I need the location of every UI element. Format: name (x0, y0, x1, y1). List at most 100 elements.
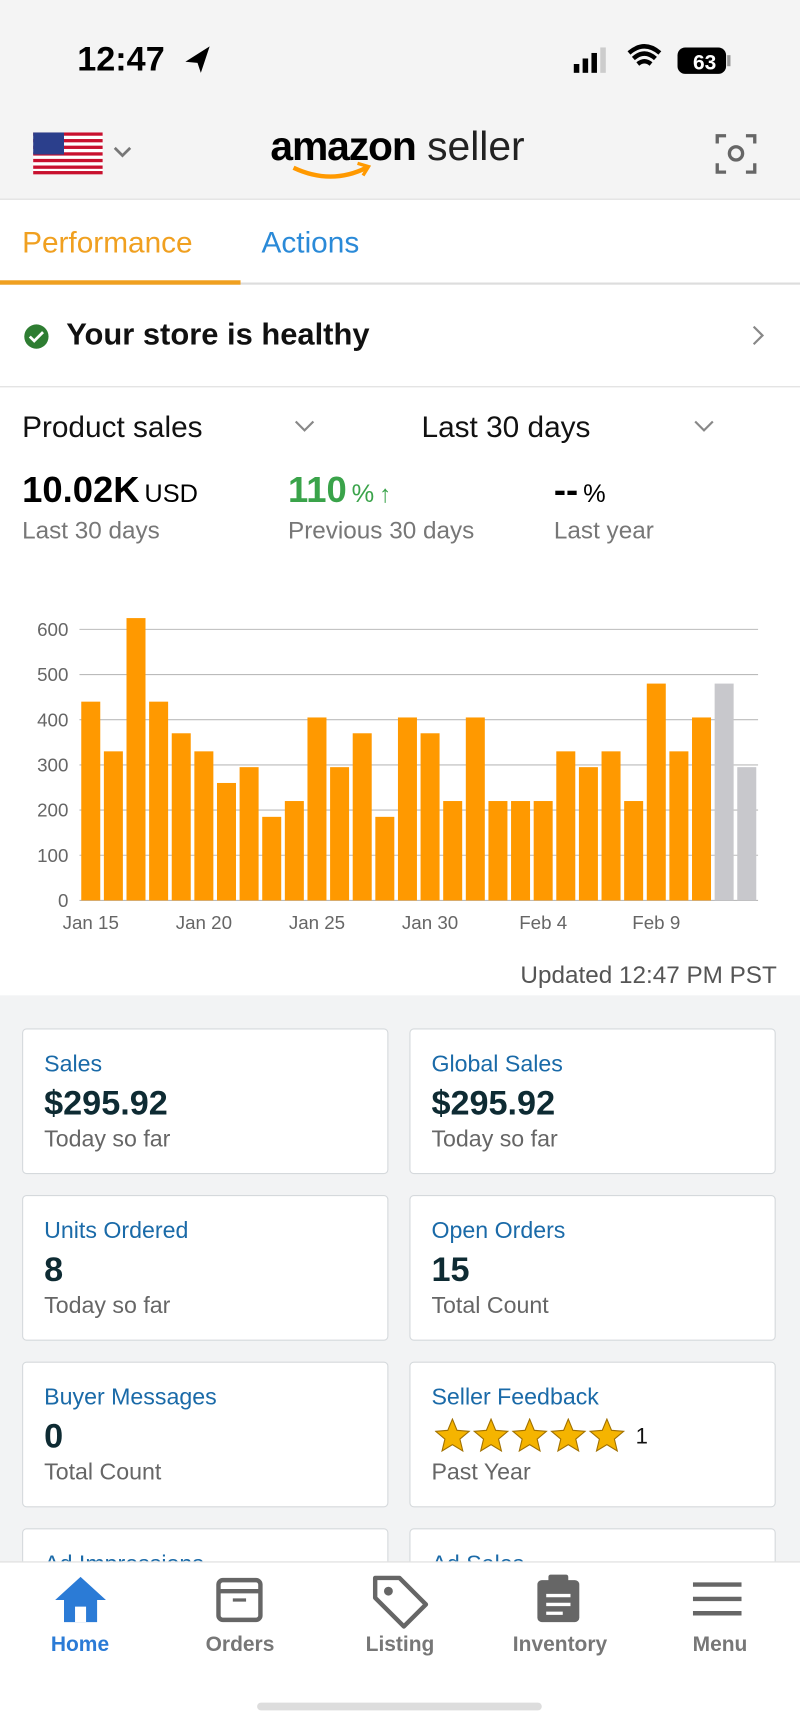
bar (352, 733, 372, 901)
stat-label: Previous 30 days (288, 516, 475, 545)
bar (397, 717, 417, 901)
top-area (0, 0, 800, 200)
logo-smile (292, 161, 372, 179)
status-time: 12:47 (77, 39, 165, 79)
bar (624, 801, 644, 901)
period-dropdown[interactable]: Last 30 days (421, 410, 591, 444)
card[interactable]: Buyer Messages 0 Total Count (22, 1361, 389, 1508)
stat-3: -- % (554, 469, 606, 511)
logo-amazon: amazon (270, 123, 416, 169)
bar (601, 751, 621, 901)
nav-orders[interactable]: Orders (205, 1633, 275, 1657)
card-value: $295.92 (431, 1083, 556, 1123)
bar (511, 801, 531, 901)
tab-actions[interactable]: Actions (261, 226, 360, 260)
bar (239, 767, 259, 901)
nav-home[interactable]: Home (50, 1633, 110, 1657)
stat-value: -- (553, 468, 579, 510)
card-title: Sales (44, 1051, 103, 1077)
bar (443, 801, 463, 901)
bar (149, 701, 169, 901)
card[interactable]: Sales $295.92 Today so far (22, 1028, 389, 1175)
card-value: 8 (44, 1250, 64, 1289)
card-note: Total Count (431, 1293, 549, 1319)
bar (714, 683, 734, 901)
logo: amazon seller (270, 124, 524, 170)
card[interactable]: Open Orders 15 Total Count (409, 1195, 776, 1341)
star (588, 1417, 626, 1453)
stat-value: 110 (288, 468, 347, 510)
nav-inventory[interactable]: Inventory (512, 1633, 608, 1657)
nav-icons (55, 1574, 742, 1629)
star (550, 1417, 587, 1453)
divider (0, 386, 800, 388)
metric-dropdown[interactable]: Product sales (22, 410, 203, 444)
bar (646, 683, 666, 901)
bar (465, 717, 485, 901)
star (472, 1417, 510, 1453)
card[interactable]: Global Sales $295.92 Today so far (409, 1028, 776, 1175)
card-title: Global Sales (431, 1051, 563, 1077)
stat-unit: % (351, 478, 375, 508)
y-tick-label: 600 (37, 619, 68, 640)
card-title: Open Orders (431, 1218, 566, 1244)
tab-indicator (0, 280, 241, 285)
x-tick-label: Jan 25 (289, 912, 345, 933)
tab-performance[interactable]: Performance (22, 226, 193, 260)
feedback-count: 1 (635, 1424, 648, 1449)
bar (692, 717, 712, 901)
y-tick-label: 500 (37, 664, 68, 685)
updated: Updated 12:47 PM PST (520, 961, 777, 989)
nav-listing[interactable]: Listing (365, 1633, 435, 1657)
x-tick-label: Feb 4 (519, 912, 567, 933)
bar (126, 618, 146, 901)
nav-menu[interactable]: Menu (692, 1633, 748, 1657)
bar (669, 751, 689, 901)
card-note: Past Year (431, 1459, 531, 1486)
card-title: Seller Feedback (431, 1384, 599, 1411)
star (434, 1417, 471, 1453)
bar (103, 751, 123, 901)
camera-icon[interactable] (715, 132, 759, 176)
battery: 63 (693, 52, 716, 75)
home-indicator (257, 1702, 542, 1711)
card-value: 15 (431, 1250, 470, 1289)
y-tick-label: 400 (37, 709, 68, 730)
stat-unit: USD (144, 478, 199, 508)
bar (488, 801, 508, 901)
bar (284, 801, 304, 901)
stars (434, 1417, 626, 1453)
bar (194, 751, 214, 901)
bar (420, 733, 440, 901)
dropdown-arrows (294, 420, 714, 432)
bottom-nav (0, 1561, 800, 1731)
bar (330, 767, 350, 901)
stat-1: 10.02K USD (22, 469, 198, 511)
card[interactable]: Seller Feedback 1 Past Year (409, 1361, 776, 1508)
bar (171, 733, 191, 901)
status-icons: 63 (185, 44, 731, 75)
tab-rule (0, 282, 800, 285)
bar (556, 751, 576, 901)
bar (307, 717, 327, 901)
logo-seller: seller (427, 123, 525, 169)
star (511, 1417, 548, 1453)
card-title: Buyer Messages (44, 1384, 217, 1411)
stat-label: Last year (553, 516, 654, 545)
card-value: $295.92 (44, 1083, 168, 1123)
chart: 0 100 200 300 400 500 600 Jan 15 Jan 20 Jan 25 Jan… (37, 618, 759, 933)
bar (578, 767, 598, 901)
stat-unit: % (583, 478, 606, 508)
stat-value: 10.02K (22, 468, 140, 510)
bar (533, 801, 553, 901)
chevron (752, 325, 765, 346)
stat-2: 110 % ↑ (288, 469, 391, 511)
health-text[interactable]: Your store is healthy (66, 316, 370, 351)
flag (33, 132, 132, 175)
x-tick-label: Jan 15 (63, 912, 119, 933)
y-tick-label: 300 (37, 755, 68, 776)
card-note: Today so far (431, 1126, 558, 1153)
card[interactable]: Units Ordered 8 Today so far (22, 1195, 389, 1341)
